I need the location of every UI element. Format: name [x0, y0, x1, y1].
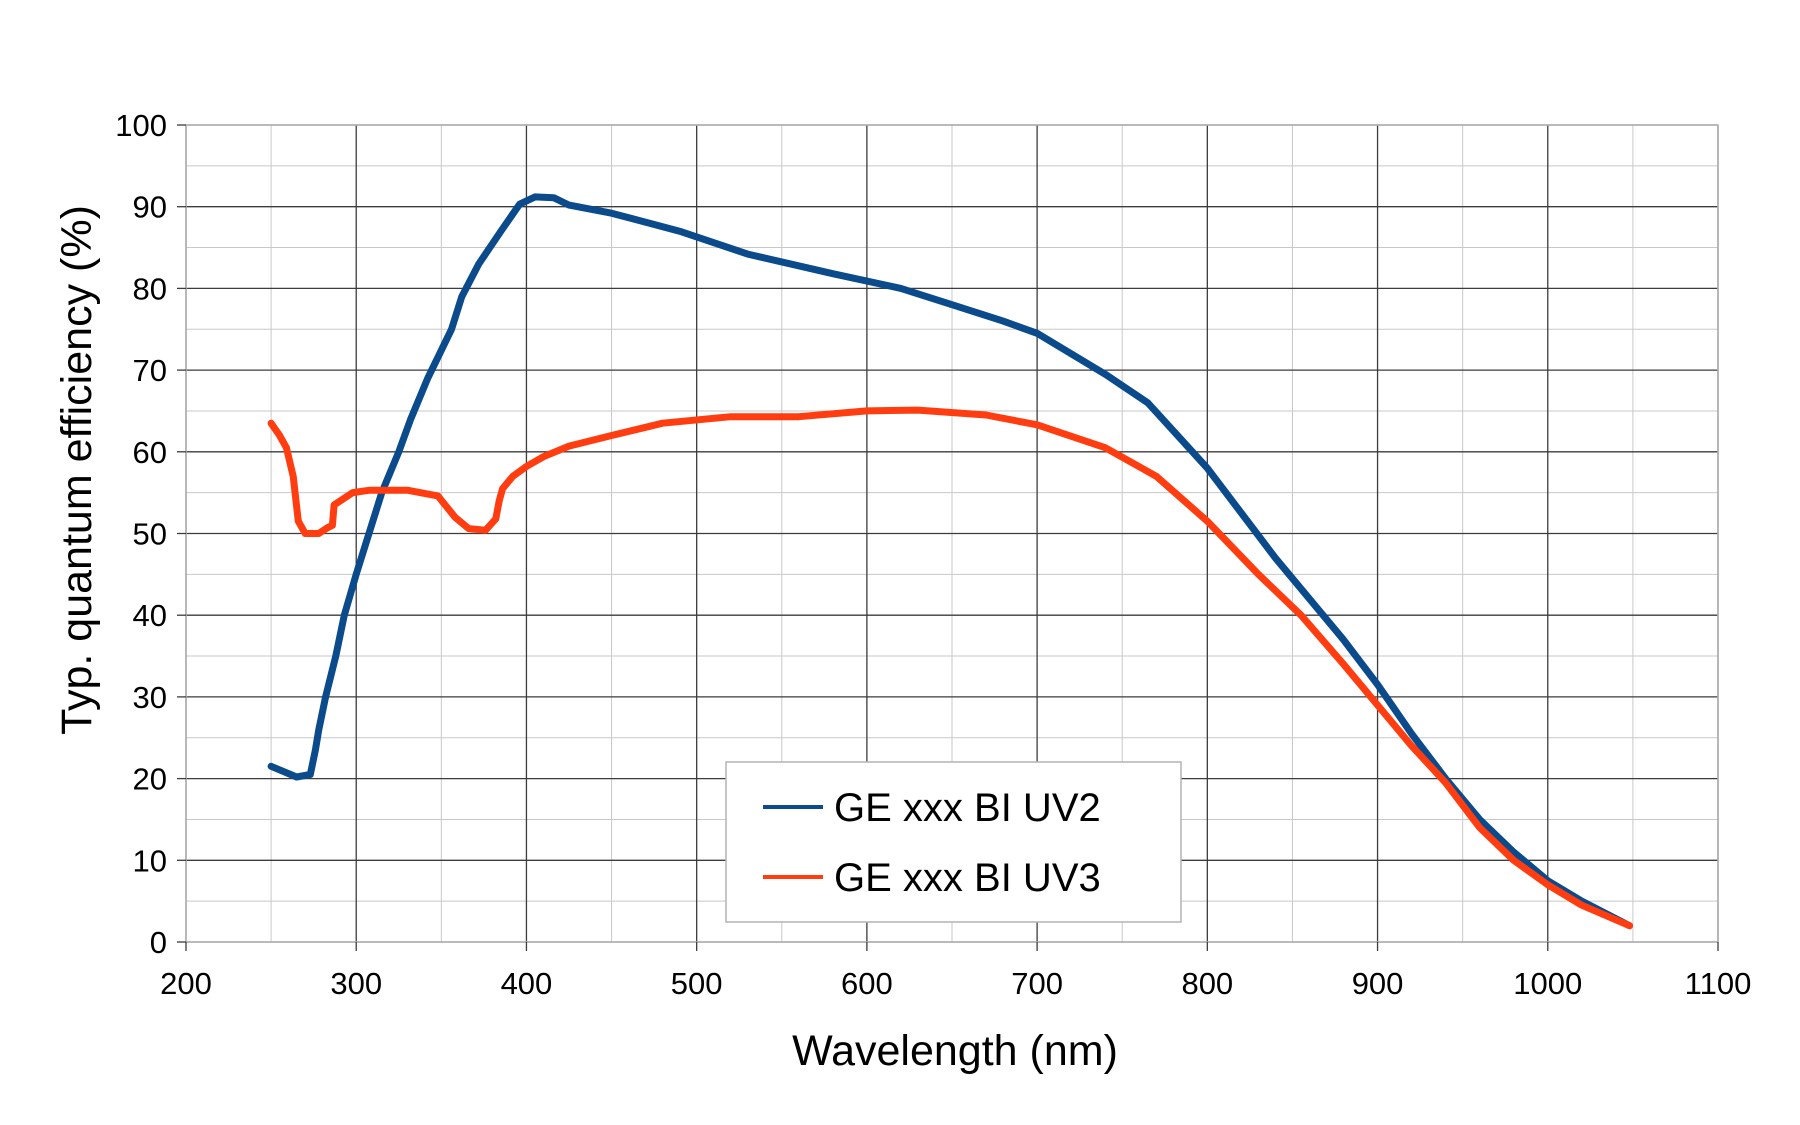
x-tick-label: 900 — [1352, 966, 1404, 1001]
series-line-uv3 — [267, 406, 1633, 930]
y-tick-label: 60 — [133, 435, 167, 470]
x-tick-labels: 200 300 400 500 600 700 800 900 1000 1100 — [160, 966, 1751, 1001]
x-axis-title: Wavelength (nm) — [792, 1027, 1118, 1075]
series-lines — [267, 193, 1633, 930]
y-tick-label: 40 — [133, 598, 167, 633]
x-tick-label: 1100 — [1685, 966, 1752, 1001]
y-tick-label: 20 — [133, 762, 167, 797]
x-tick-label: 400 — [501, 966, 553, 1001]
legend-label-uv2: GE xxx BI UV2 — [834, 786, 1101, 830]
legend-label-uv3: GE xxx BI UV3 — [834, 856, 1101, 900]
y-tick-labels: 0 10 20 30 40 50 60 70 80 90 100 — [115, 108, 167, 960]
y-tick-label: 90 — [133, 190, 167, 225]
y-tick-label: 50 — [133, 517, 167, 552]
axis-ticks — [177, 124, 1719, 951]
y-tick-label: 10 — [133, 843, 167, 878]
x-tick-label: 600 — [841, 966, 893, 1001]
y-tick-label: 30 — [133, 680, 167, 715]
y-tick-label: 0 — [150, 925, 167, 960]
y-tick-label: 70 — [133, 353, 167, 388]
x-tick-label: 800 — [1181, 966, 1233, 1001]
x-tick-label: 700 — [1011, 966, 1063, 1001]
minor-grid — [186, 125, 1718, 942]
y-tick-label: 100 — [115, 108, 167, 143]
x-tick-label: 200 — [160, 966, 212, 1001]
legend-box — [725, 761, 1182, 923]
x-tick-label: 500 — [671, 966, 723, 1001]
y-axis-title: Typ. quantum efficiency (%) — [53, 205, 101, 735]
x-tick-label: 300 — [330, 966, 382, 1001]
series-line-uv2 — [267, 193, 1633, 930]
x-tick-label: 1000 — [1513, 966, 1582, 1001]
y-tick-label: 80 — [133, 271, 167, 306]
legend: GE xxx BI UV2 GE xxx BI UV3 — [725, 761, 1182, 923]
